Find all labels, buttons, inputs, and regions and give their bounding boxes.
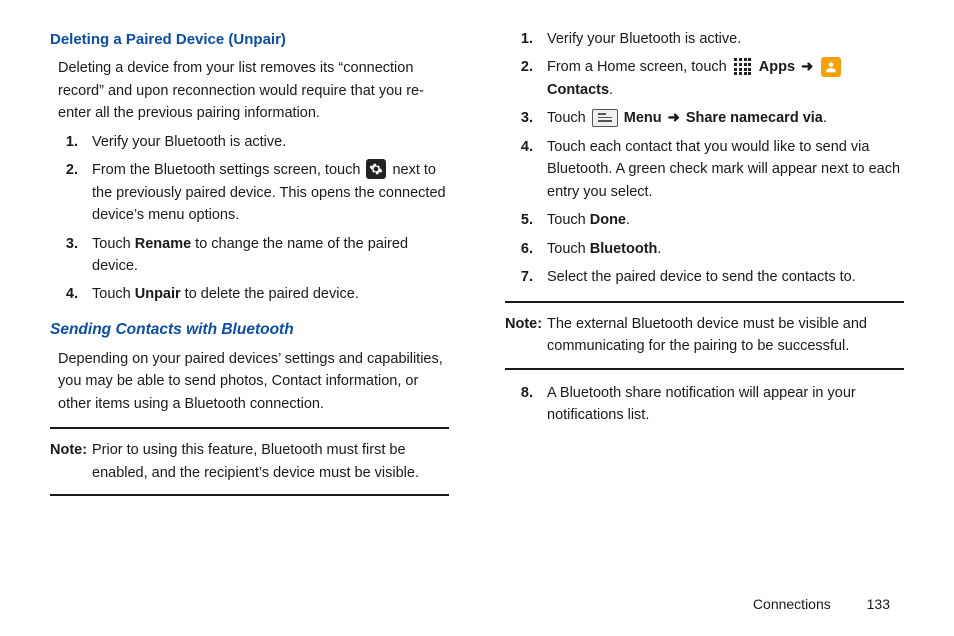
arrow-icon: ➜ (799, 59, 815, 75)
step-item: 1. Verify your Bluetooth is active. (505, 28, 904, 50)
step-number: 6. (505, 238, 547, 260)
left-column: Deleting a Paired Device (Unpair) Deleti… (50, 28, 449, 508)
right-column: 1. Verify your Bluetooth is active. 2. F… (505, 28, 904, 508)
para-sending-intro: Depending on your paired devices’ settin… (58, 348, 449, 415)
bold-text: Done (590, 212, 626, 228)
note-label: Note: (505, 313, 547, 358)
step-item: 2. From the Bluetooth settings screen, t… (50, 159, 449, 226)
text-run: Touch (92, 286, 135, 302)
step-number: 2. (50, 159, 92, 226)
text-run: Touch (92, 236, 135, 252)
text-run: . (609, 82, 613, 98)
bold-text: Unpair (135, 286, 181, 302)
text-run: Touch (547, 212, 590, 228)
step-number: 4. (50, 283, 92, 305)
step-text: From a Home screen, touch Apps ➜ Contact… (547, 56, 904, 101)
step-number: 1. (50, 131, 92, 153)
note-block: Note: Prior to using this feature, Bluet… (50, 427, 449, 496)
step-text: Verify your Bluetooth is active. (92, 131, 449, 153)
bold-text: Bluetooth (590, 241, 658, 257)
heading-unpair: Deleting a Paired Device (Unpair) (50, 28, 449, 51)
step-item: 4. Touch each contact that you would lik… (505, 136, 904, 203)
step-text: Touch Rename to change the name of the p… (92, 233, 449, 278)
step-number: 8. (505, 382, 547, 427)
text-run: . (823, 110, 827, 126)
bold-text: Share namecard via (682, 110, 823, 126)
para-unpair-intro: Deleting a device from your list removes… (58, 57, 449, 124)
step-item: 1. Verify your Bluetooth is active. (50, 131, 449, 153)
step-item: 3. Touch Rename to change the name of th… (50, 233, 449, 278)
text-run: From the Bluetooth settings screen, touc… (92, 162, 364, 178)
step-text: Verify your Bluetooth is active. (547, 28, 904, 50)
text-run: From a Home screen, touch (547, 59, 731, 75)
page-footer: Connections 133 (753, 596, 890, 612)
text-run: Touch (547, 241, 590, 257)
step-text: A Bluetooth share notification will appe… (547, 382, 904, 427)
step-item: 5. Touch Done. (505, 209, 904, 231)
steps-unpair: 1. Verify your Bluetooth is active. 2. F… (50, 131, 449, 306)
contacts-icon (821, 57, 841, 77)
gear-icon (366, 159, 386, 179)
page-body: Deleting a Paired Device (Unpair) Deleti… (0, 0, 954, 508)
step-text: Select the paired device to send the con… (547, 266, 904, 288)
step-text: Touch Menu ➜ Share namecard via. (547, 107, 904, 129)
note-block: Note: The external Bluetooth device must… (505, 301, 904, 370)
step-text: Touch Bluetooth. (547, 238, 904, 260)
steps-notification: 8. A Bluetooth share notification will a… (505, 382, 904, 427)
step-item: 2. From a Home screen, touch Apps ➜ Cont… (505, 56, 904, 101)
bold-text: Apps (759, 59, 799, 75)
step-item: 6. Touch Bluetooth. (505, 238, 904, 260)
step-item: 8. A Bluetooth share notification will a… (505, 382, 904, 427)
step-item: 4. Touch Unpair to delete the paired dev… (50, 283, 449, 305)
arrow-icon: ➜ (666, 110, 682, 126)
bold-text: Rename (135, 236, 191, 252)
steps-send-contacts: 1. Verify your Bluetooth is active. 2. F… (505, 28, 904, 289)
step-text: Touch Unpair to delete the paired device… (92, 283, 449, 305)
footer-page-number: 133 (867, 596, 890, 612)
text-run: to delete the paired device. (181, 286, 359, 302)
step-text: From the Bluetooth settings screen, touc… (92, 159, 449, 226)
heading-sending-contacts: Sending Contacts with Bluetooth (50, 318, 449, 342)
step-number: 2. (505, 56, 547, 101)
bold-text: Contacts (547, 82, 609, 98)
text-run: Touch (547, 110, 590, 126)
step-number: 7. (505, 266, 547, 288)
step-text: Touch Done. (547, 209, 904, 231)
step-number: 5. (505, 209, 547, 231)
step-number: 1. (505, 28, 547, 50)
menu-icon (592, 109, 618, 127)
apps-icon (733, 57, 753, 77)
step-item: 7. Select the paired device to send the … (505, 266, 904, 288)
note-text: Prior to using this feature, Bluetooth m… (92, 439, 449, 484)
note-text: The external Bluetooth device must be vi… (547, 313, 904, 358)
footer-section: Connections (753, 596, 831, 612)
step-number: 4. (505, 136, 547, 203)
step-item: 3. Touch Menu ➜ Share namecard via. (505, 107, 904, 129)
note-label: Note: (50, 439, 92, 484)
step-number: 3. (505, 107, 547, 129)
text-run: . (657, 241, 661, 257)
step-text: Touch each contact that you would like t… (547, 136, 904, 203)
text-run: . (626, 212, 630, 228)
step-number: 3. (50, 233, 92, 278)
bold-text: Menu (624, 110, 666, 126)
